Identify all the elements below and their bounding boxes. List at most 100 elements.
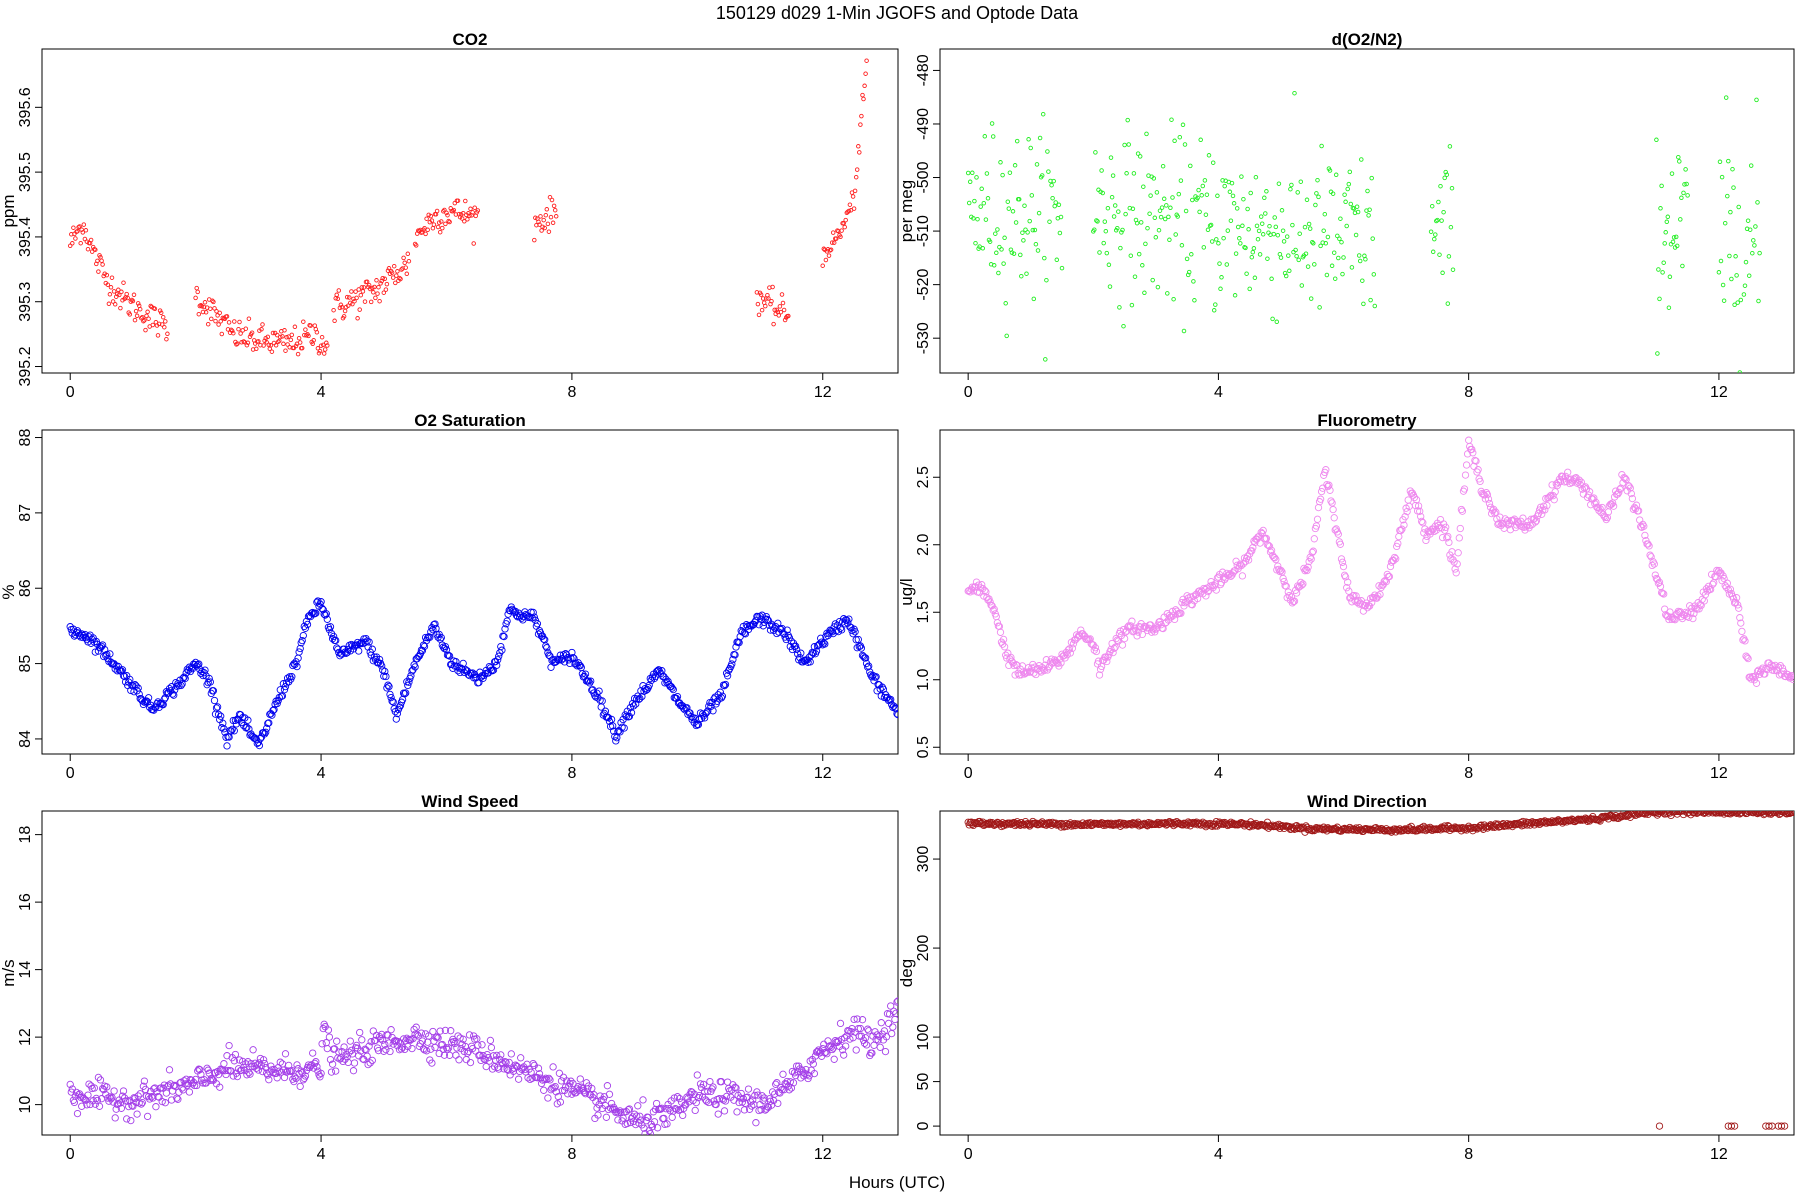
data-point: [863, 71, 868, 76]
y-tick-label: 16: [17, 893, 34, 911]
data-point: [1258, 529, 1266, 538]
data-point: [524, 1074, 532, 1082]
data-point: [860, 92, 865, 98]
data-point: [219, 719, 227, 727]
data-point: [1732, 594, 1741, 602]
data-point: [355, 647, 363, 655]
data-point: [1647, 553, 1655, 561]
data-point: [965, 170, 971, 176]
data-point: [1262, 195, 1267, 201]
data-point: [1284, 234, 1290, 239]
data-point: [1532, 517, 1541, 525]
data-point: [1128, 253, 1134, 258]
data-point: [679, 1111, 687, 1120]
data-point: [1361, 301, 1366, 307]
data-point: [323, 1044, 331, 1053]
data-point: [1058, 214, 1064, 220]
data-point: [779, 1070, 787, 1078]
data-point: [881, 1047, 890, 1056]
data-point: [634, 692, 642, 700]
data-point: [404, 271, 410, 277]
data-point: [858, 122, 863, 127]
data-point: [1655, 578, 1664, 586]
data-point: [345, 303, 351, 308]
data-point: [1314, 503, 1323, 512]
data-point: [1788, 671, 1794, 680]
data-point: [206, 678, 214, 686]
data-point: [1154, 190, 1160, 195]
data-point: [222, 1070, 230, 1079]
data-point: [1120, 227, 1125, 233]
data-point: [325, 1033, 334, 1041]
data-point: [1201, 819, 1209, 828]
data-point: [344, 645, 352, 654]
data-point: [625, 1105, 634, 1113]
data-point: [731, 1083, 739, 1091]
data-point: [74, 1091, 83, 1099]
data-point: [1260, 232, 1266, 237]
data-point: [410, 1025, 418, 1034]
data-point: [405, 1035, 413, 1044]
data-point: [989, 606, 997, 614]
data-point: [606, 1104, 615, 1112]
data-point: [133, 1110, 141, 1118]
data-point: [274, 332, 280, 338]
data-point: [84, 1091, 92, 1099]
data-point: [541, 217, 546, 223]
data-point: [236, 326, 241, 332]
data-point: [864, 1025, 872, 1033]
data-point: [1124, 171, 1129, 176]
data-point: [1765, 1122, 1773, 1130]
data-point: [1095, 671, 1104, 679]
data-point: [365, 1042, 373, 1050]
data-point: [1057, 230, 1063, 236]
data-point: [1685, 613, 1693, 621]
data-point: [772, 307, 777, 313]
data-point: [633, 1112, 641, 1120]
data-point: [216, 1083, 224, 1091]
data-point: [463, 198, 468, 204]
data-point: [1291, 249, 1296, 255]
data-point: [278, 1060, 287, 1068]
data-point: [1123, 211, 1128, 217]
data-point: [809, 1060, 817, 1068]
data-point: [1458, 507, 1467, 515]
data-point: [398, 1043, 407, 1051]
data-point: [1706, 585, 1715, 594]
data-point: [1650, 560, 1658, 568]
data-point: [1308, 296, 1314, 301]
data-point: [1105, 205, 1111, 211]
data-point: [1354, 204, 1360, 209]
data-point: [71, 1092, 80, 1100]
data-point: [1018, 252, 1023, 258]
x-tick-label: 8: [1464, 384, 1473, 401]
data-point: [1609, 502, 1618, 510]
data-point: [648, 1123, 657, 1131]
data-point: [595, 687, 603, 695]
data-point: [549, 1063, 557, 1071]
x-tick-label: 8: [567, 765, 576, 782]
data-point: [1020, 230, 1025, 235]
data-point: [440, 644, 449, 653]
data-point: [371, 1036, 380, 1045]
data-point: [845, 615, 853, 623]
data-point: [662, 1105, 670, 1113]
data-point: [1177, 134, 1183, 140]
data-point: [1259, 221, 1265, 226]
data-point: [987, 239, 993, 244]
data-point: [348, 642, 357, 650]
data-point: [312, 323, 318, 328]
data-point: [1737, 619, 1745, 627]
data-point: [1337, 236, 1342, 242]
data-point: [1514, 517, 1522, 526]
data-point: [1100, 190, 1105, 196]
data-point: [181, 1080, 189, 1088]
data-point: [1750, 676, 1759, 684]
data-point: [505, 1058, 513, 1067]
data-point: [1296, 257, 1301, 263]
data-point: [1496, 513, 1504, 521]
data-point: [1104, 250, 1110, 256]
data-point: [1372, 303, 1378, 309]
data-point: [1726, 585, 1735, 593]
data-point: [1738, 627, 1746, 636]
